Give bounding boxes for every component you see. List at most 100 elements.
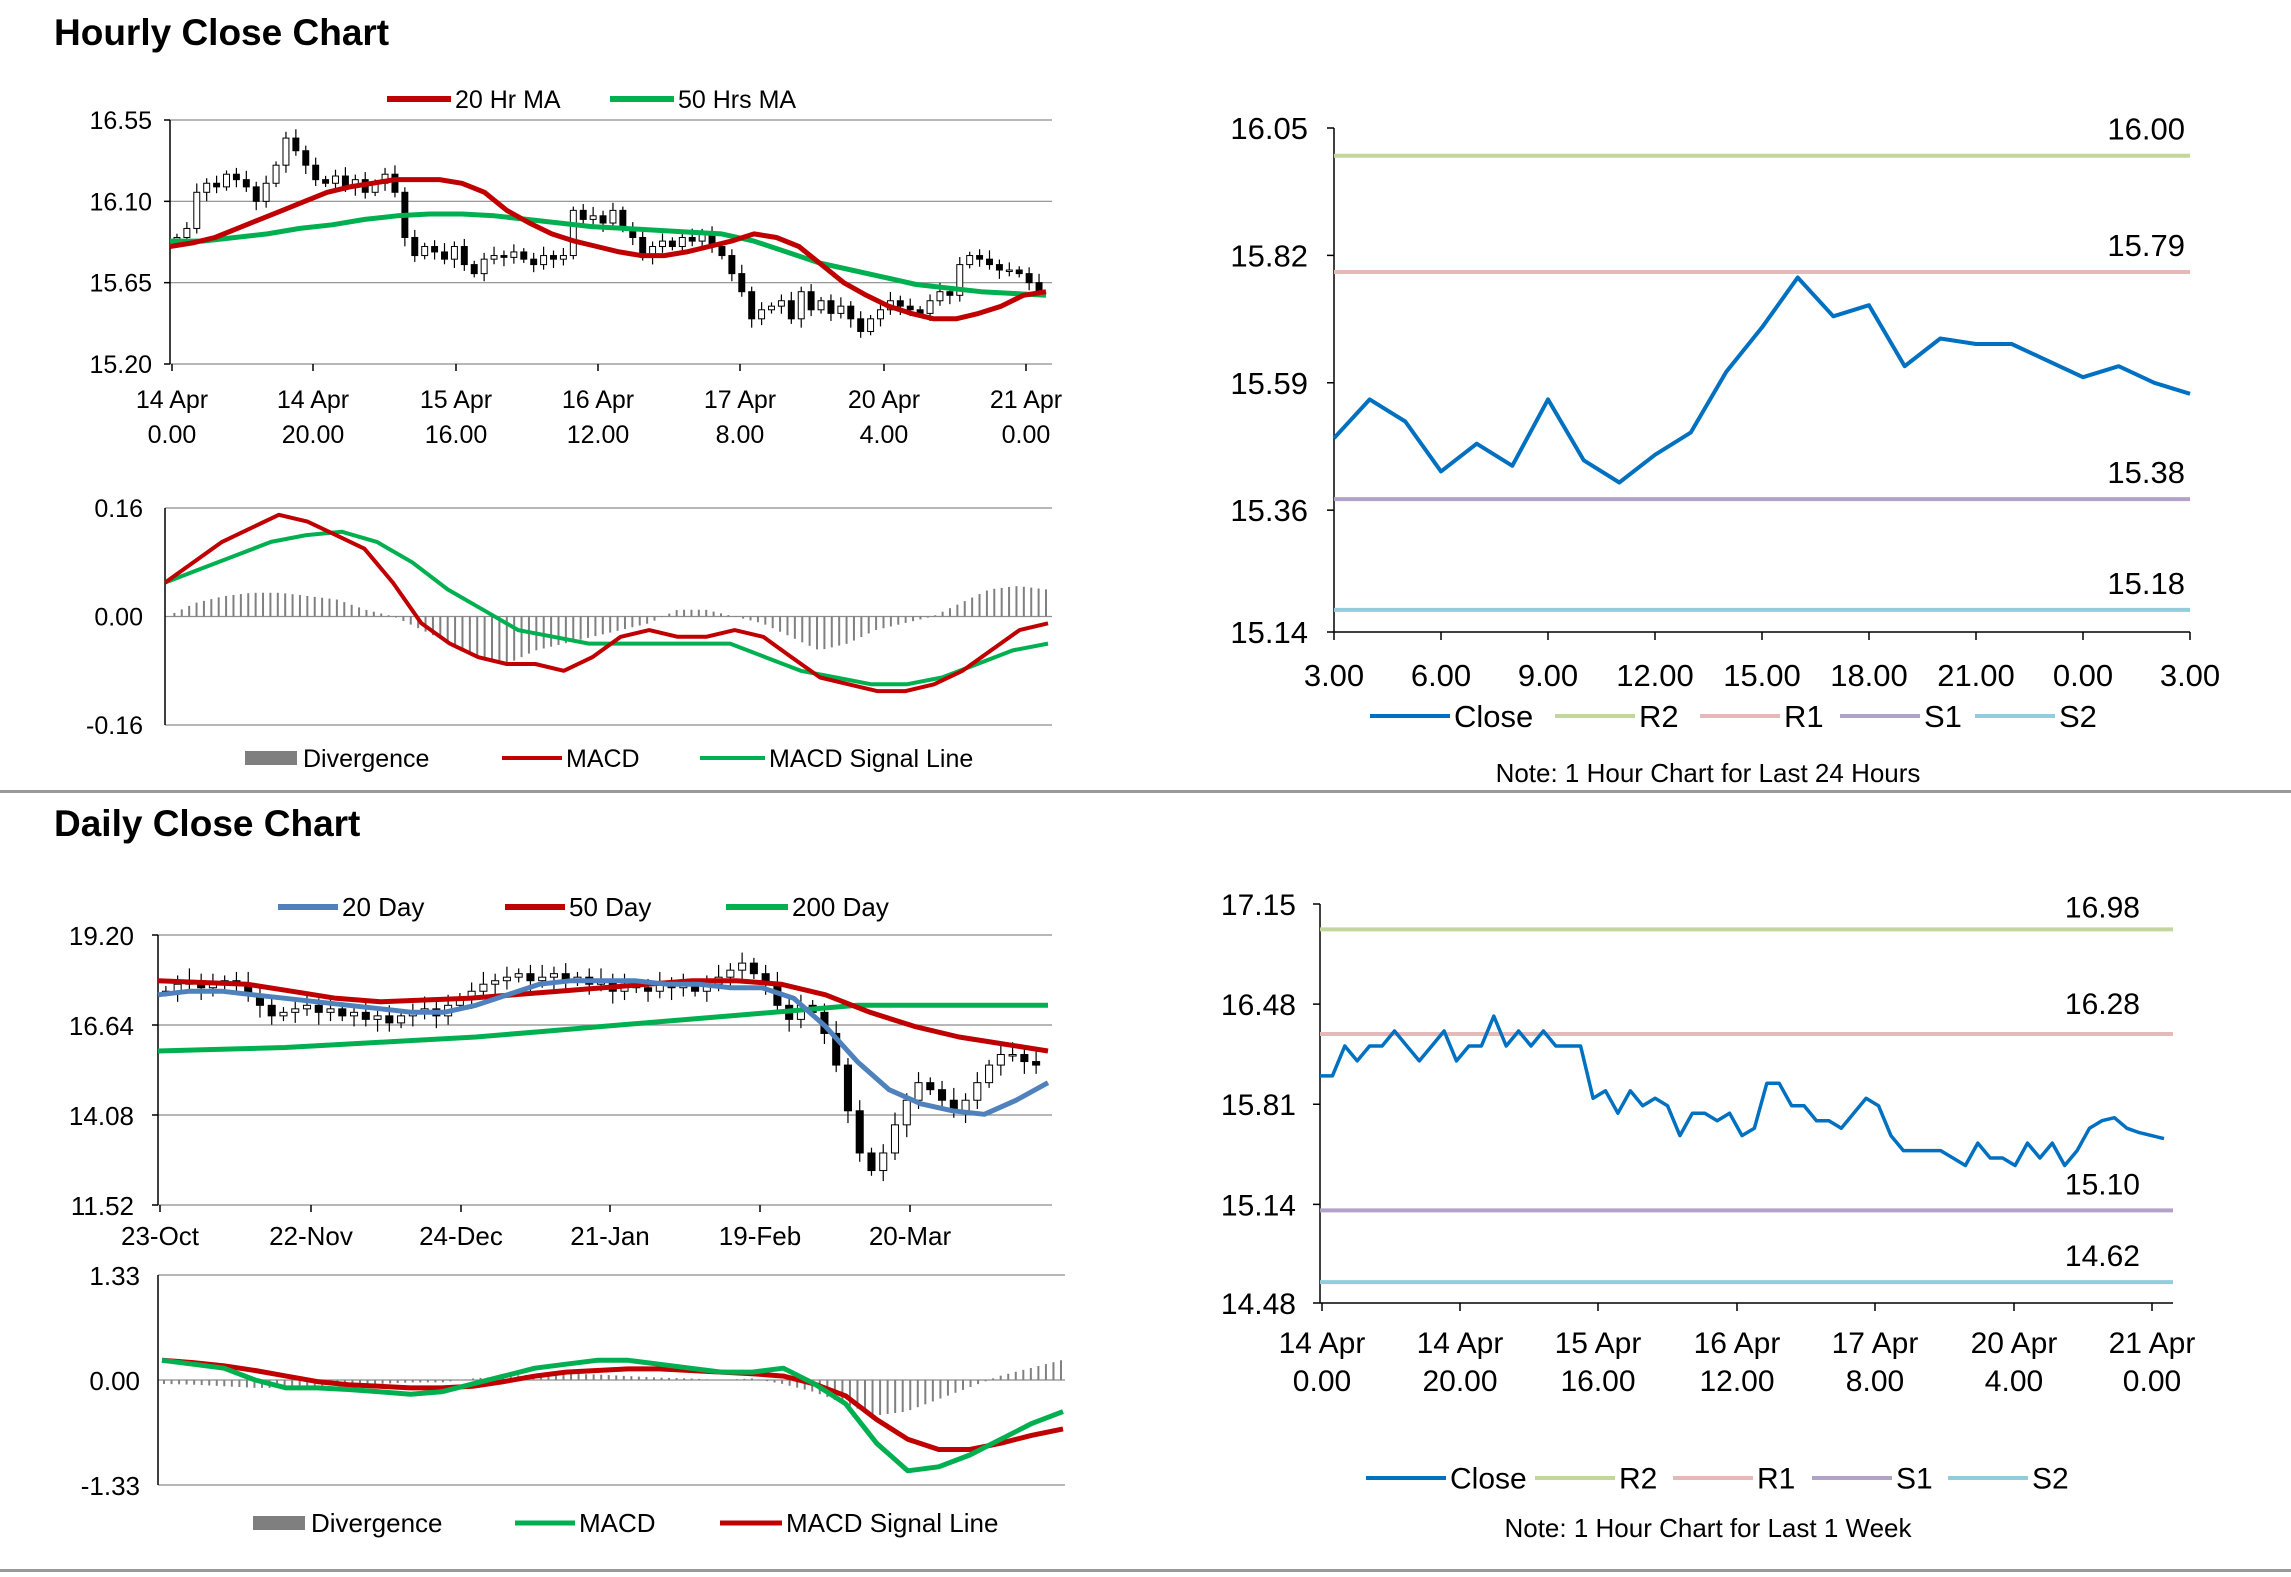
x-tick-label: 3.00 — [2160, 658, 2220, 693]
candle-body — [579, 209, 587, 220]
candle-body — [906, 305, 914, 311]
candle-body — [302, 1004, 312, 1010]
candle-body — [847, 305, 855, 320]
candle-body — [361, 1011, 370, 1020]
x-tick-label: 8.00 — [1846, 1365, 1904, 1398]
candle-body — [292, 137, 300, 152]
candle-body — [242, 179, 250, 188]
legend-divergence-swatch — [253, 1516, 305, 1530]
ma20-line — [157, 978, 1050, 1117]
candle-body — [267, 1004, 276, 1017]
x-tick-label: 9.00 — [1518, 658, 1578, 693]
y-tick-label: 16.10 — [89, 188, 152, 216]
legend-divergence-swatch — [245, 751, 297, 765]
x-tick-label: 4.00 — [860, 421, 909, 449]
level-s1-label: 15.10 — [2065, 1168, 2140, 1201]
candle-body — [252, 186, 260, 202]
candle-body — [1008, 1054, 1017, 1057]
y-tick-label: 15.59 — [1230, 366, 1308, 401]
y-tick-label: 16.64 — [69, 1011, 134, 1041]
candle-body — [479, 983, 488, 992]
candle-body — [728, 255, 736, 275]
candle-body — [659, 240, 666, 248]
candle-body — [530, 258, 538, 266]
x-tick-label: 8.00 — [716, 421, 765, 449]
x-tick-label: 18.00 — [1830, 658, 1908, 693]
candle-body — [749, 962, 758, 975]
candle-body — [326, 1008, 335, 1013]
candle-body — [203, 182, 211, 193]
candle-body — [777, 300, 785, 307]
y-tick-label: 0.00 — [89, 1366, 140, 1396]
candle-body — [514, 973, 523, 978]
x-tick-label: 12.00 — [1616, 658, 1694, 693]
x-tick-label: 0.00 — [2053, 658, 2113, 693]
candle-body — [373, 1015, 382, 1020]
candle-body — [431, 246, 439, 253]
level-r2-label: 16.98 — [2065, 891, 2140, 924]
candle-body — [926, 1082, 935, 1091]
candle-body — [411, 236, 419, 257]
candle-body — [748, 291, 756, 320]
legend-divergence-label: Divergence — [311, 1508, 443, 1538]
candle-body — [183, 227, 191, 238]
candle-body — [312, 164, 320, 181]
legend-ma50-label: 50 Hrs MA — [678, 86, 796, 114]
hourly-section-title: Hourly Close Chart — [54, 12, 390, 53]
x-tick-label: 20.00 — [282, 421, 345, 449]
candle-body — [879, 1152, 888, 1172]
candle-body — [995, 264, 1003, 271]
level-r1-label: 16.28 — [2065, 988, 2140, 1021]
y-tick-label: -0.16 — [86, 712, 143, 740]
candle-body — [272, 164, 280, 184]
y-tick-label: 15.14 — [1230, 615, 1308, 650]
candle-body — [946, 291, 954, 296]
macd-signal-line — [164, 529, 1049, 687]
candle-body — [441, 251, 448, 260]
candle-body — [491, 980, 500, 985]
candle-body — [985, 1064, 994, 1084]
candle-body — [966, 255, 974, 266]
chart-note: Note: 1 Hour Chart for Last 24 Hours — [1496, 758, 1921, 788]
x-tick-label: 12.00 — [1699, 1365, 1774, 1398]
x-tick-label: 21-Jan — [570, 1221, 650, 1251]
y-tick-label: 14.08 — [69, 1101, 134, 1131]
x-tick-label: 20 Apr — [848, 386, 920, 414]
y-tick-label: 15.14 — [1221, 1189, 1296, 1222]
candle-body — [520, 251, 528, 260]
candle-body — [668, 240, 676, 248]
y-tick-label: 16.48 — [1221, 989, 1296, 1022]
y-tick-label: 15.36 — [1230, 493, 1308, 528]
x-tick-label: 15.00 — [1723, 658, 1801, 693]
x-tick-label: 19-Feb — [719, 1221, 801, 1251]
candle-body — [768, 305, 775, 311]
macd-line — [163, 512, 1049, 694]
legend-ma20-label: 20 Hr MA — [455, 86, 561, 114]
legend-close-label: Close — [1450, 1463, 1527, 1496]
candle-body — [550, 255, 557, 260]
candle-body — [282, 137, 290, 166]
x-tick-label: 6.00 — [1411, 658, 1471, 693]
candle-body — [500, 255, 508, 258]
candle-body — [540, 255, 548, 266]
level-r2-label: 16.00 — [2107, 112, 2185, 147]
x-tick-label: 3.00 — [1304, 658, 1364, 693]
ma200-line — [157, 1002, 1048, 1054]
x-tick-label: 16.00 — [1560, 1365, 1635, 1398]
candle-body — [385, 1015, 394, 1024]
legend-r2-label: R2 — [1619, 1463, 1657, 1496]
daily-section-title: Daily Close Chart — [54, 803, 361, 844]
ma50-line — [170, 211, 1047, 298]
candle-body — [973, 1082, 982, 1101]
y-tick-label: 15.20 — [89, 351, 152, 379]
y-tick-label: 1.33 — [89, 1261, 140, 1291]
x-tick-label: 24-Dec — [419, 1221, 503, 1251]
candle-body — [223, 173, 230, 188]
candle-body — [332, 175, 339, 184]
section-divider — [0, 790, 2291, 793]
x-tick-label: 20 Apr — [1971, 1327, 2058, 1360]
legend-ma50-label: 50 Day — [569, 892, 651, 922]
